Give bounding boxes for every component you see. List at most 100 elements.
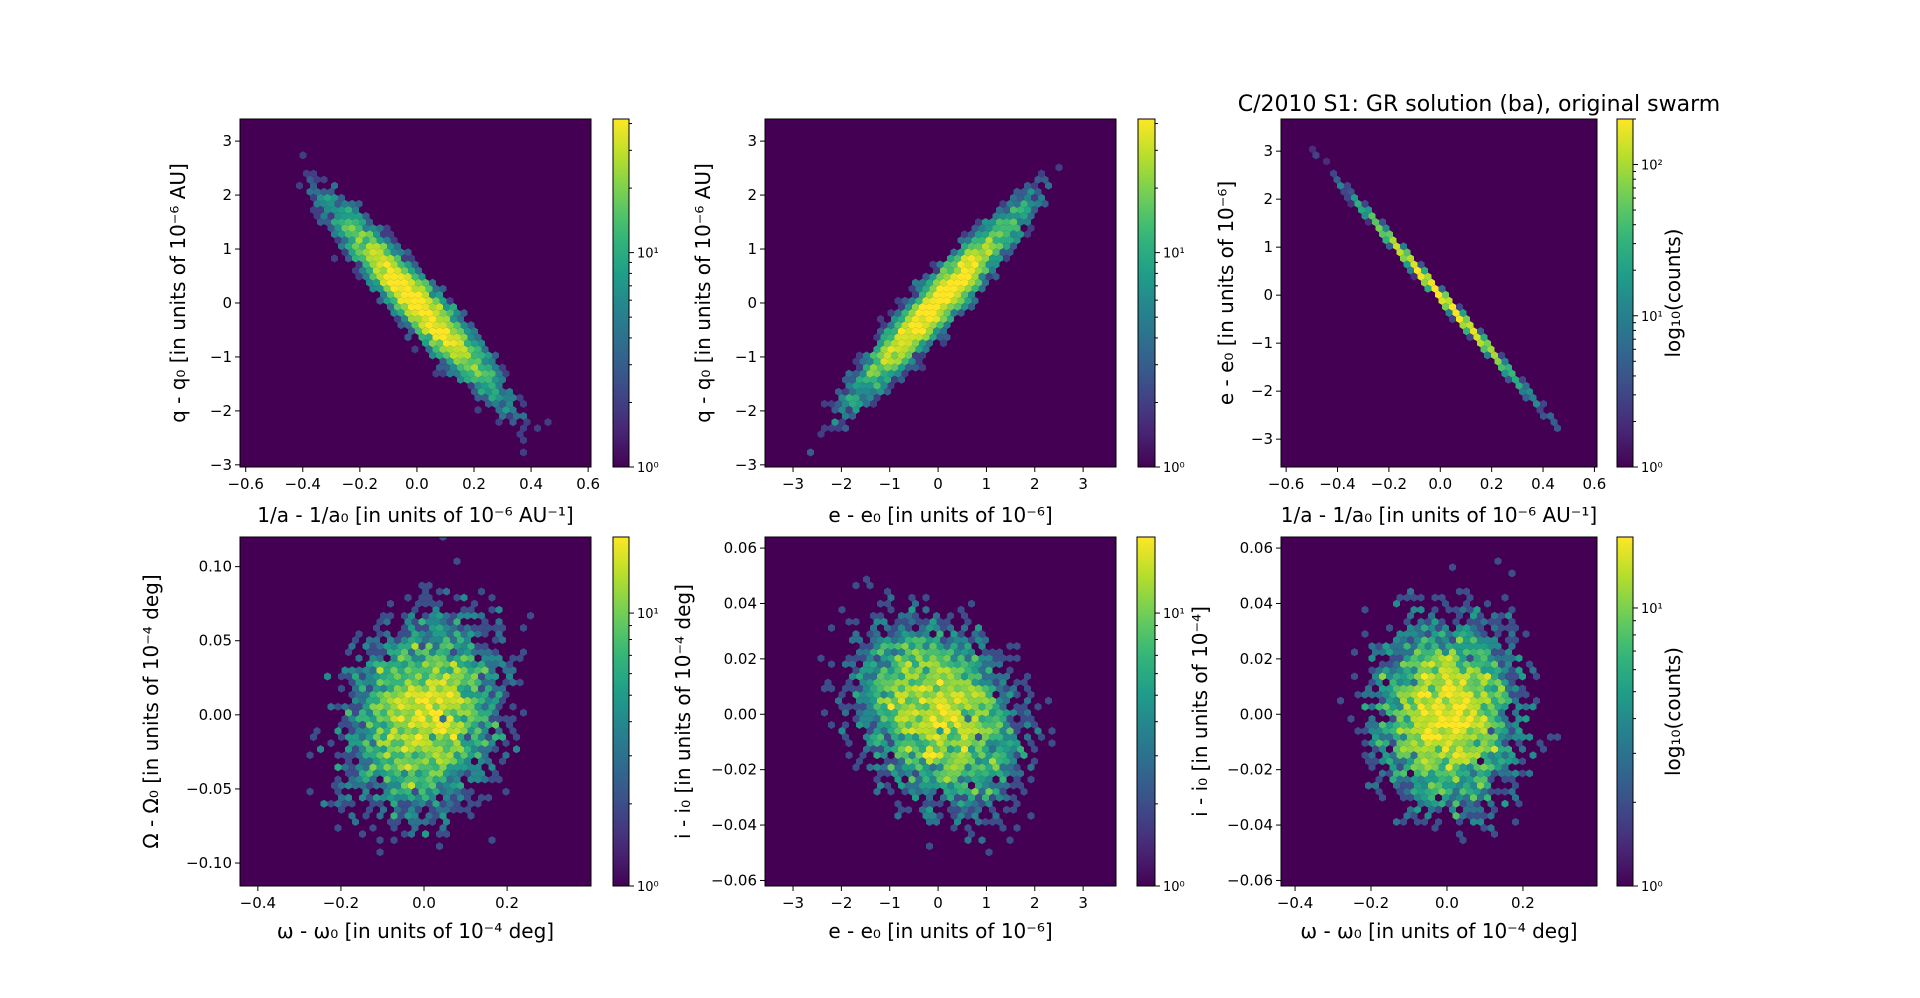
hexbin-cell: [964, 605, 972, 614]
hexbin-cell: [999, 836, 1007, 845]
hexbin-cell: [425, 678, 433, 687]
hexbin-cell: [887, 678, 895, 687]
hexbin-cell: [1484, 339, 1491, 348]
hexbin-cell: [943, 666, 951, 675]
hexbin-cell: [383, 630, 391, 638]
hexbin-cell: [418, 702, 426, 711]
hexbin-cell: [355, 199, 363, 208]
hexbin-cell: [1003, 672, 1010, 681]
hexbin-cell: [982, 254, 989, 263]
hexbin-cell: [870, 720, 877, 729]
hexbin-cell: [943, 775, 951, 784]
hexbin-cell: [1484, 805, 1491, 814]
hexbin-cell: [1017, 708, 1024, 717]
hexbin-cell: [502, 739, 510, 748]
hexbin-cell: [887, 381, 895, 390]
hexbin-cell: [1055, 175, 1063, 184]
hexbin-cell: [1379, 230, 1386, 239]
hexbin-cell: [460, 714, 468, 723]
hexbin-cell: [1463, 315, 1470, 324]
hexbin-cell: [488, 642, 496, 651]
hexbin-cell: [457, 672, 464, 681]
hexbin-cell: [1473, 642, 1481, 651]
hexbin-cell: [1031, 696, 1038, 705]
hexbin-cell: [968, 266, 975, 275]
hexbin-cell: [324, 218, 331, 227]
hexbin-cell: [1445, 690, 1453, 699]
axes-frame: [1280, 536, 1598, 887]
hexbin-cell: [1445, 714, 1453, 723]
colorbar-tick-label: 10¹: [1641, 602, 1663, 617]
hexbin-cell: [1333, 175, 1341, 184]
hexbin-cell: [950, 726, 958, 735]
hexbin-cell: [936, 248, 944, 257]
hexbin-cell: [926, 278, 933, 287]
hexbin-cell: [845, 369, 853, 378]
hexbin-cell: [898, 793, 905, 802]
hexbin-cell: [1435, 290, 1442, 299]
hexbin-cell: [1333, 714, 1341, 723]
hexbin-cell: [863, 351, 870, 360]
hexbin-cell: [401, 302, 408, 311]
hexbin-cell: [520, 448, 527, 457]
hexbin-cell: [933, 327, 940, 336]
hexbin-cells: [264, 537, 576, 886]
x-tick-label: −0.2: [1371, 475, 1407, 493]
hexbin-cell: [1473, 751, 1481, 760]
hexbin-cell: [1515, 726, 1523, 735]
hexbin-cell: [534, 436, 541, 445]
hexbin-cell: [481, 714, 489, 723]
hexbin-cell: [1526, 817, 1533, 826]
hexbin-cell: [376, 630, 384, 638]
hexbin-cell: [880, 630, 888, 638]
hexbin-cell: [380, 302, 387, 311]
hexbin-cell: [971, 836, 979, 845]
hexbin-cell: [835, 636, 842, 645]
hexbin-cell: [1512, 375, 1519, 384]
hexbin-cell: [1424, 630, 1432, 638]
hexbin-cell: [359, 218, 366, 227]
hexbin-cell: [369, 811, 377, 820]
hexbin-cell: [989, 805, 996, 814]
hexbin-cell: [1456, 684, 1463, 693]
hexbin-cell: [870, 745, 877, 754]
hexbin-cell: [422, 733, 429, 742]
hexbin-cell: [1526, 745, 1533, 754]
hexbin-cell: [1438, 642, 1446, 651]
hexbin-cell: [492, 769, 499, 778]
hexbin-cell: [1410, 787, 1418, 796]
hexbin-cell: [373, 696, 380, 705]
hexbin-cell: [1414, 611, 1421, 620]
hexbin-cell: [838, 381, 846, 390]
hexbin-cell: [439, 284, 447, 293]
hexbin-cell: [1020, 690, 1028, 699]
hexbin-cell: [387, 254, 394, 263]
hexbin-cell: [1491, 708, 1498, 717]
hexbin-cell: [425, 763, 433, 772]
hexbin-cell: [1463, 757, 1470, 766]
hexbin-cell: [1459, 702, 1467, 711]
subplot-6: −0.4 −0.2 0.0 0.2−0.06−0.04−0.020.000.020.0…: [1188, 536, 1685, 943]
hexbin-cell: [481, 405, 489, 414]
hexbin-cell: [341, 678, 349, 687]
hexbin-cell: [933, 611, 940, 620]
hexbin-cell: [1424, 763, 1432, 772]
hexbin-cell: [866, 418, 874, 427]
hexbin-cell: [1410, 726, 1418, 735]
hexbin-cell: [1031, 769, 1038, 778]
hexbin-cell: [418, 775, 426, 784]
hexbin-cell: [1424, 848, 1432, 857]
hexbin-cell: [366, 708, 373, 717]
hexbin-cell: [362, 272, 370, 281]
hexbin-cell: [516, 405, 524, 414]
hexbin-cell: [1407, 660, 1414, 669]
hexbin-cell: [1498, 684, 1505, 693]
hexbin-cell: [1543, 751, 1551, 760]
hexbin-cell: [964, 617, 972, 626]
hexbin-cell: [828, 696, 835, 705]
hexbin-cell: [922, 763, 930, 772]
hexbin-cell: [1473, 739, 1481, 748]
x-tick-label: 0.6: [1583, 475, 1607, 493]
hexbin-cell: [359, 720, 366, 729]
hexbin-cell: [383, 296, 391, 305]
